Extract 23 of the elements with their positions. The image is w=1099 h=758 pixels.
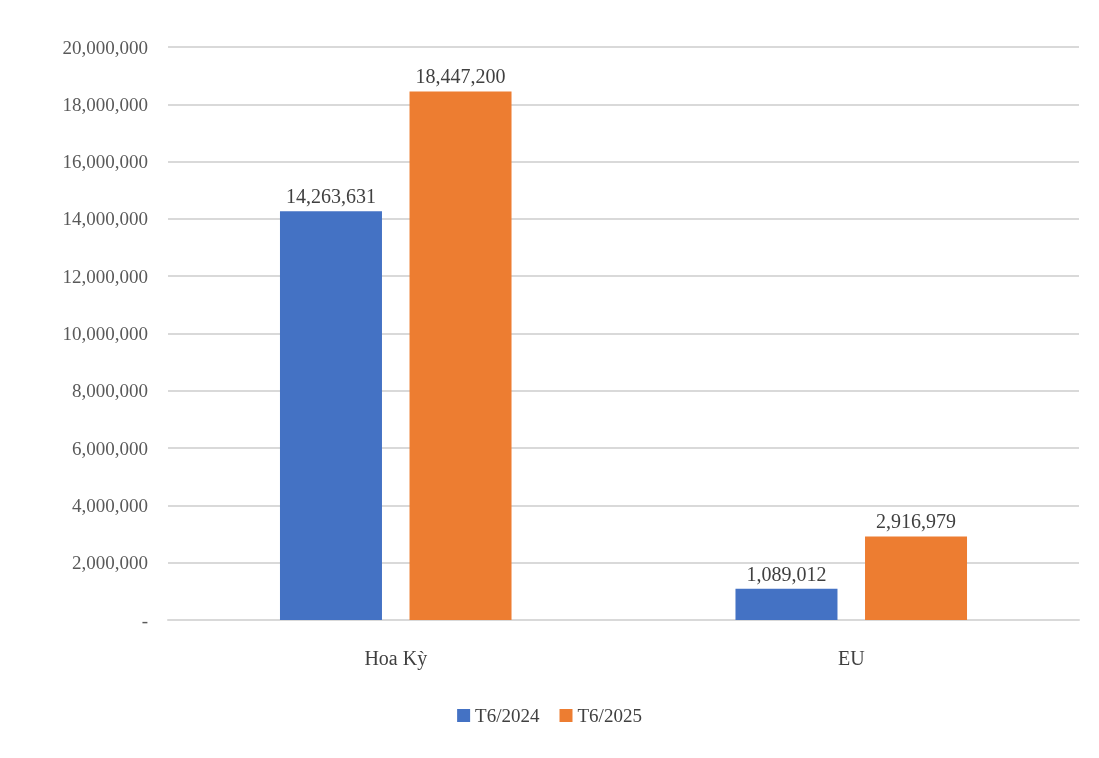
y-tick-label: 8,000,000: [72, 380, 148, 402]
y-tick-label: 12,000,000: [62, 265, 148, 287]
y-tick-label: 18,000,000: [62, 93, 148, 115]
y-tick-label: 14,000,000: [62, 208, 148, 230]
y-tick-label: 4,000,000: [72, 494, 148, 516]
bar: [279, 211, 382, 620]
y-tick-label: -: [141, 609, 148, 631]
data-label: 18,447,200: [415, 65, 506, 88]
x-tick-label: Hoa Kỳ: [364, 647, 428, 670]
bar: [735, 588, 838, 620]
data-label: 1,089,012: [746, 562, 827, 585]
y-tick-label: 2,000,000: [72, 552, 148, 574]
y-tick-label: 6,000,000: [72, 437, 148, 459]
y-tick-label: 20,000,000: [62, 36, 148, 58]
data-label: 2,916,979: [876, 510, 957, 533]
y-tick-label: 16,000,000: [62, 151, 148, 173]
data-label: 14,263,631: [285, 185, 376, 208]
y-tick-label: 10,000,000: [62, 323, 148, 344]
legend-label: T6/2025: [577, 705, 642, 726]
bar: [409, 91, 512, 620]
x-tick-label: EU: [837, 647, 866, 669]
bar: [865, 536, 968, 620]
legend-label: T6/2024: [475, 705, 540, 726]
